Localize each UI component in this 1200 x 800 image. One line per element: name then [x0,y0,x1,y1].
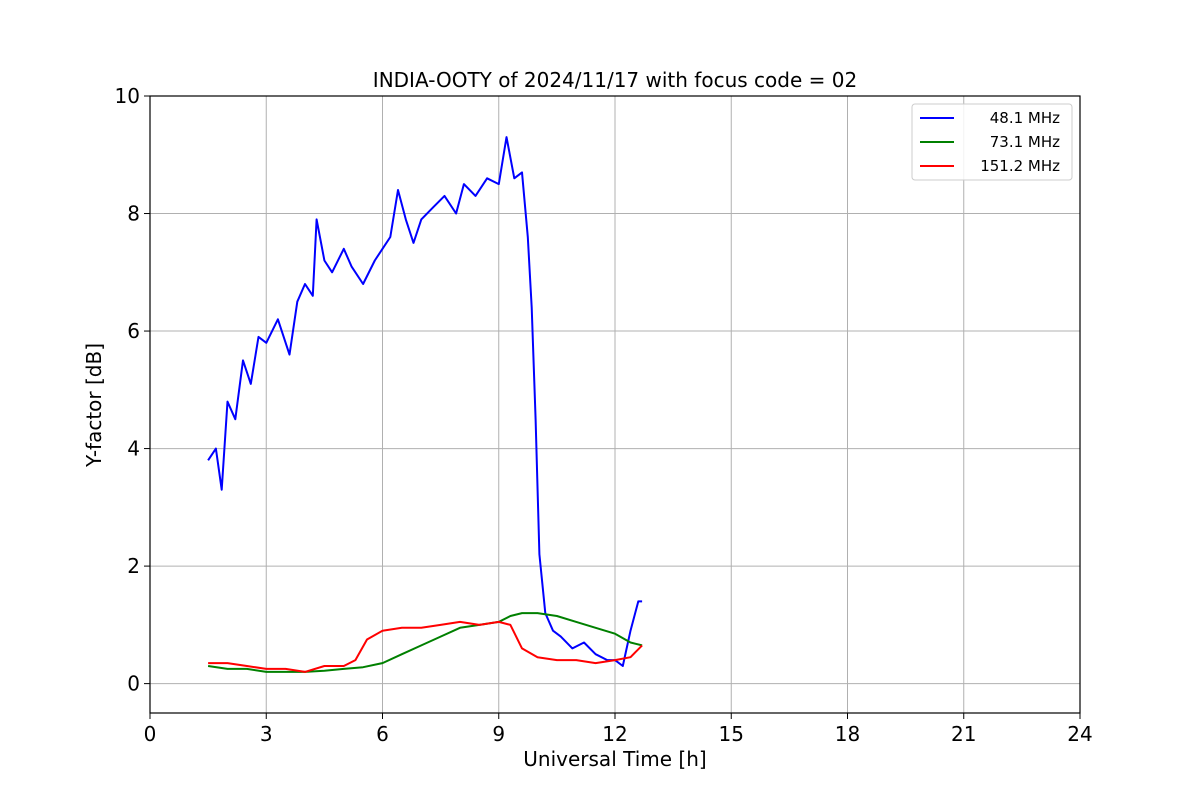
series-lines [207,136,643,673]
x-tick-label: 6 [376,722,389,746]
legend: 48.1 MHz 73.1 MHz 151.2 MHz [911,103,1073,181]
legend-box [911,103,1073,181]
series-line [207,136,643,667]
y-tick-label: 0 [127,672,140,696]
x-tick-label: 9 [492,722,505,746]
y-tick-label: 8 [127,202,140,226]
y-tick-label: 2 [127,554,140,578]
series-line [208,620,643,673]
x-tick-label: 15 [719,722,744,746]
x-tick-label: 0 [144,722,157,746]
legend-label: 151.2 MHz [980,157,1060,175]
series-line [207,612,643,673]
x-tick-label: 3 [260,722,273,746]
x-tick-label: 21 [951,722,976,746]
legend-label: 48.1 MHz [990,109,1060,127]
chart-title: INDIA-OOTY of 2024/11/17 with focus code… [373,68,857,92]
x-tick-label: 18 [835,722,860,746]
x-tick-label: 24 [1067,722,1092,746]
x-tick-label: 12 [602,722,627,746]
y-tick-label: 6 [127,319,140,343]
y-axis-label: Y-factor [dB] [82,343,106,468]
y-tick-label: 4 [127,437,140,461]
legend-label: 73.1 MHz [990,133,1060,151]
y-tick-label: 10 [115,84,140,108]
x-axis-label: Universal Time [h] [523,747,706,771]
